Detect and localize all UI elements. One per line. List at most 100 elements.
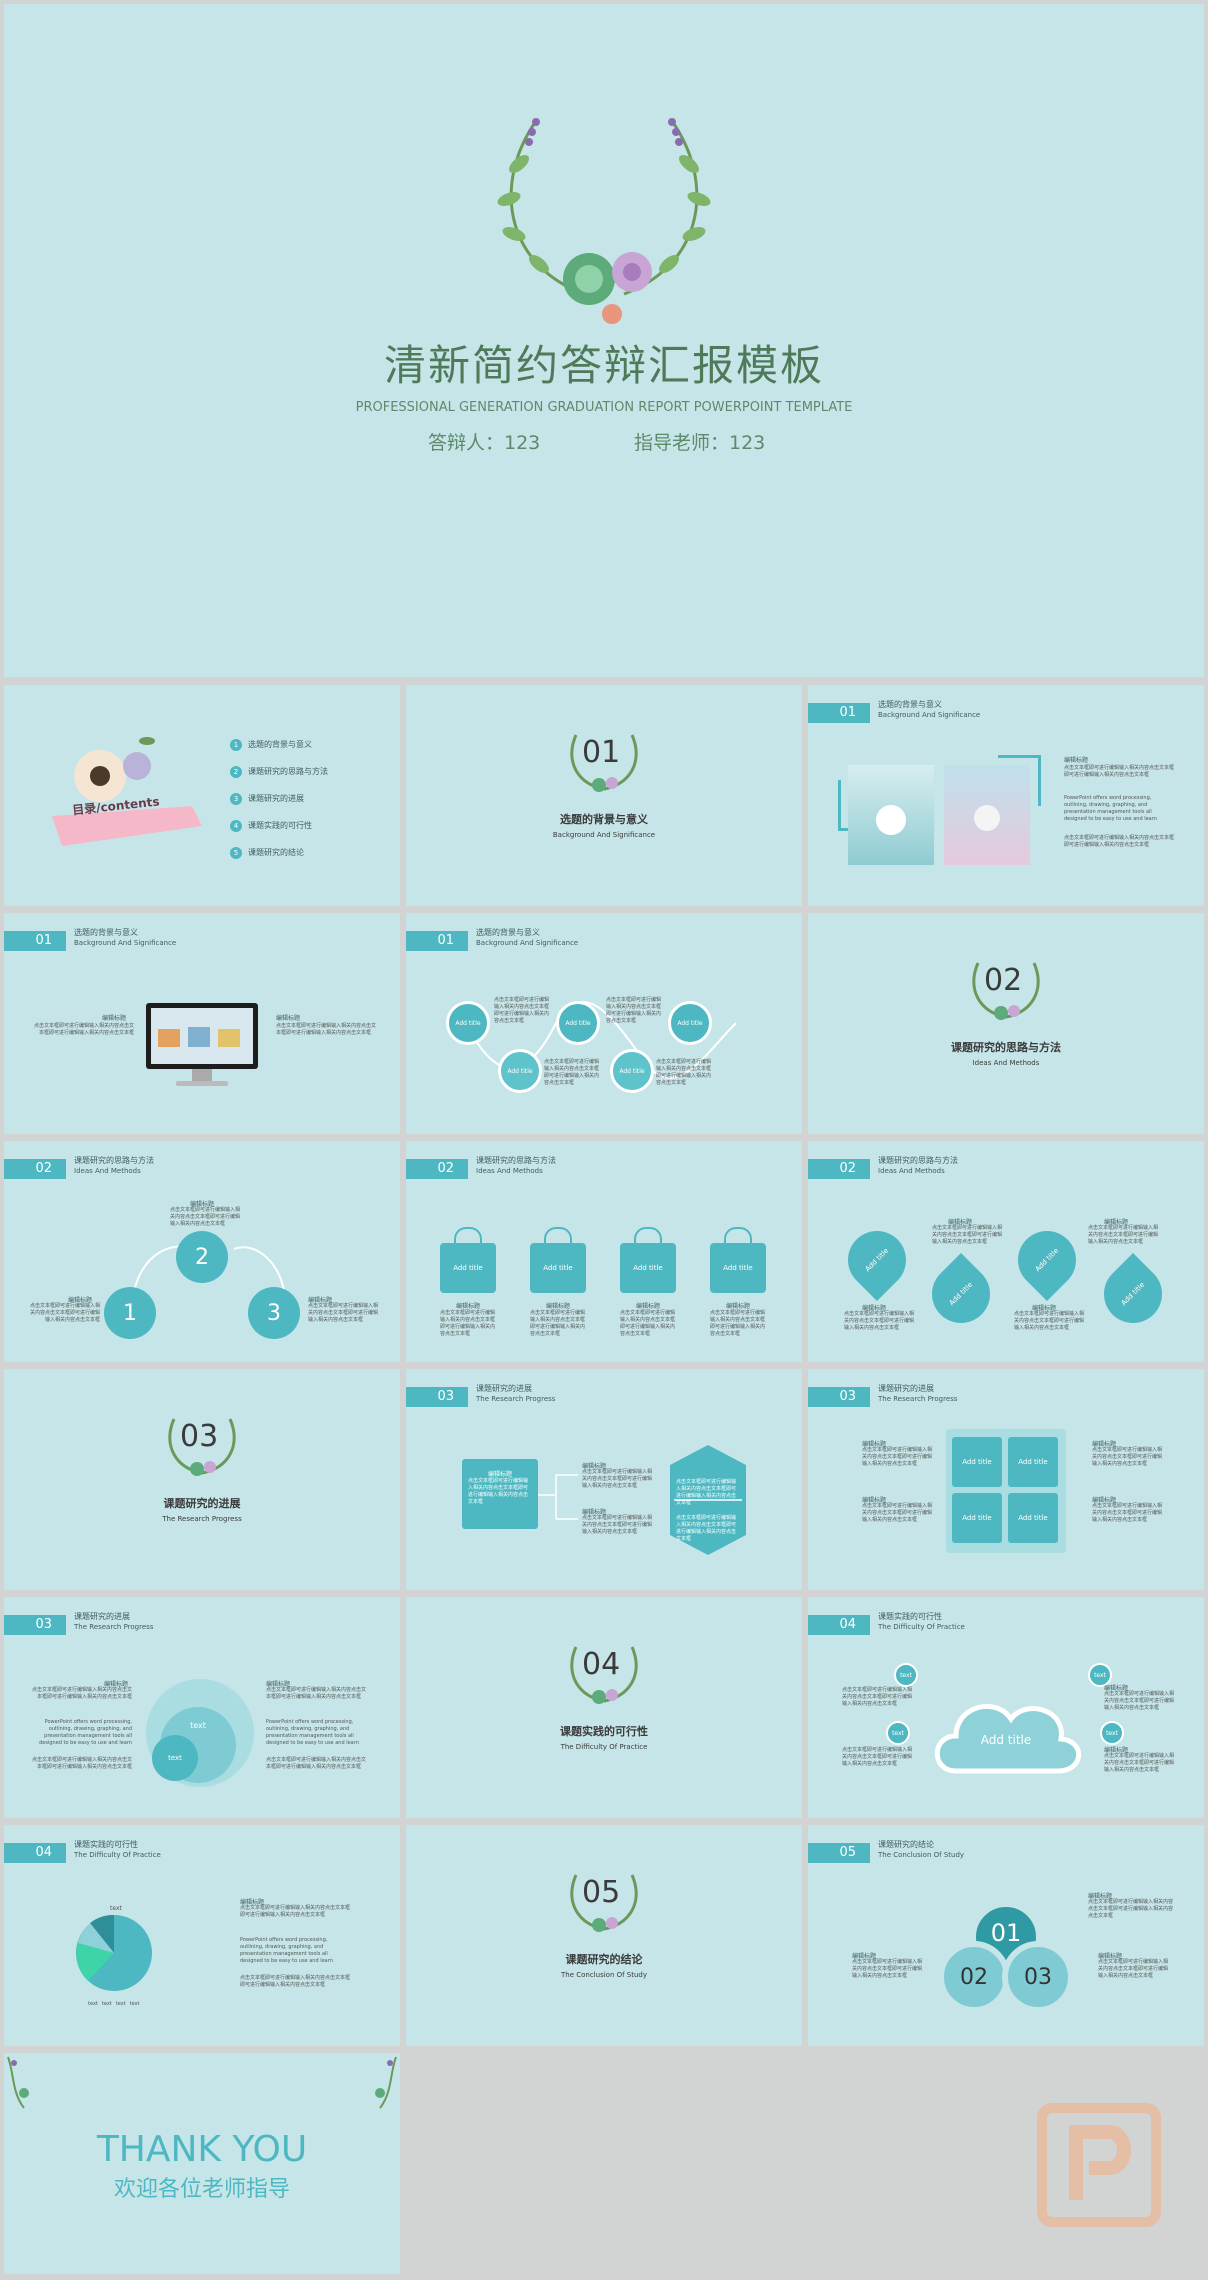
toc-item[interactable]: 3 课题研究的进展 — [230, 785, 328, 812]
body-text: 点击文本框即可进行编辑输入相关内容点击文本框即可进行编辑输入相关内容点击文本框 — [582, 1515, 653, 1535]
add-title-circle[interactable]: Add title — [556, 1001, 600, 1045]
english-text: PowerPoint offers word processing, outli… — [39, 1719, 132, 1746]
shopping-bags-slide[interactable]: 02 课题研究的思路与方法 Ideas And Methods Add titl… — [406, 1141, 802, 1362]
floral-wreath-icon — [497, 118, 711, 324]
edit-title: 编辑标题 — [1092, 1497, 1117, 1504]
toc-item[interactable]: 2 课题研究的思路与方法 — [230, 758, 328, 785]
nested-circles-slide[interactable]: 03 课题研究的进展 The Research Progress text te… — [4, 1597, 400, 1818]
add-title-circle[interactable]: Add title — [610, 1049, 654, 1093]
three-steps-slide[interactable]: 02 课题研究的思路与方法 Ideas And Methods 1 2 3 编辑… — [4, 1141, 400, 1362]
body-text: 点击文本框即可进行编辑输入相关内容点击文本框即可进行编辑输入相关内容点击文本框 — [494, 997, 550, 1024]
pie-slide[interactable]: 04 课题实践的可行性 The Difficulty Of Practice t… — [4, 1825, 400, 2046]
toc-label: 课题研究的进展 — [248, 794, 304, 803]
bag-item[interactable]: Add title 编辑标题 点击文本框即可进行编辑输入相关内容点击文本框即可进… — [440, 1227, 496, 1338]
venn-circle-03[interactable]: 03 — [1002, 1941, 1074, 2013]
section-subtitle: Background And Significance — [552, 831, 656, 839]
puzzle-piece[interactable]: Add title — [952, 1437, 1002, 1487]
edit-title: 编辑标题 — [1064, 757, 1089, 764]
text-dot[interactable]: text — [894, 1663, 918, 1687]
monitor-slide[interactable]: 01 选题的背景与意义 Background And Significance … — [4, 913, 400, 1134]
puzzle-piece[interactable]: Add title — [952, 1493, 1002, 1543]
bag-item[interactable]: Add title 编辑标题 点击文本框即可进行编辑输入相关内容点击文本框即可进… — [530, 1227, 586, 1338]
edit-title: 编辑标题 — [1104, 1747, 1129, 1754]
bag-item[interactable]: Add title 编辑标题 点击文本框即可进行编辑输入相关内容点击文本框即可进… — [620, 1227, 676, 1338]
step-circle[interactable]: 1 — [104, 1287, 156, 1339]
bag-body: Add title — [440, 1243, 496, 1293]
slide-title: 课题研究的进展 — [476, 1384, 532, 1393]
section-05-slide[interactable]: 05 课题研究的结论 The Conclusion Of Study — [406, 1825, 802, 2046]
add-title-circle[interactable]: Add title — [668, 1001, 712, 1045]
body-text: 点击文本框即可进行编辑输入相关内容点击文本框即可进行编辑输入相关内容点击文本框 — [842, 1747, 913, 1767]
wave-circles-slide[interactable]: 01 选题的背景与意义 Background And Significance … — [406, 913, 802, 1134]
section-04-slide[interactable]: 04 课题实践的可行性 The Difficulty Of Practice — [406, 1597, 802, 1818]
text-dot[interactable]: text — [886, 1721, 910, 1745]
add-title-circle[interactable]: Add title — [498, 1049, 542, 1093]
cloud-slide[interactable]: 04 课题实践的可行性 The Difficulty Of Practice A… — [808, 1597, 1204, 1818]
step-circle[interactable]: 2 — [176, 1231, 228, 1283]
section-subtitle: Ideas And Methods — [972, 1059, 1040, 1067]
text-dot[interactable]: text — [1088, 1663, 1112, 1687]
section-number: 03 — [180, 1419, 219, 1454]
add-title-circle[interactable]: Add title — [446, 1001, 490, 1045]
toc-item[interactable]: 5 课题研究的结论 — [230, 839, 328, 866]
venn-slide[interactable]: 05 课题研究的结论 The Conclusion Of Study 01 02… — [808, 1825, 1204, 2046]
puzzle-piece[interactable]: Add title — [1008, 1437, 1058, 1487]
toc-label: 课题研究的思路与方法 — [248, 767, 328, 776]
thank-you-slide[interactable]: THANK YOU 欢迎各位老师指导 — [4, 2053, 400, 2274]
puzzle-piece[interactable]: Add title — [1008, 1493, 1058, 1543]
pie-legend: text text text text — [88, 2001, 140, 2008]
edit-title: 编辑标题 — [948, 1219, 973, 1226]
toc-number: 5 — [230, 846, 242, 859]
section-number: 02 — [984, 963, 1023, 998]
section-01-slide[interactable]: 01 选题的背景与意义 Background And Significance — [406, 685, 802, 906]
body-text: 点击文本框即可进行编辑输入相关内容点击文本框即可进行编辑输入相关内容点击文本框 — [266, 1687, 367, 1700]
slide-title: 选题的背景与意义 — [878, 700, 942, 709]
body-text: 点击文本框即可进行编辑输入相关内容点击文本框即可进行编辑输入相关内容点击文本框 — [862, 1447, 933, 1467]
step-circle[interactable]: 3 — [248, 1287, 300, 1339]
drop-down-shape[interactable]: Add title — [1005, 1218, 1089, 1302]
section-02-slide[interactable]: 02 课题研究的思路与方法 Ideas And Methods — [808, 913, 1204, 1134]
bag-body: Add title — [620, 1243, 676, 1293]
section-title: 课题实践的可行性 — [560, 1725, 648, 1738]
toc-item[interactable]: 1 选题的背景与意义 — [230, 731, 328, 758]
drop-up-shape[interactable]: Add title — [1091, 1252, 1175, 1336]
text-dot[interactable]: text — [1100, 1721, 1124, 1745]
body-text: 点击文本框即可进行编辑输入相关内容点击文本框即可进行编辑输入相关内容点击文本框 — [710, 1310, 766, 1337]
section-tab: 04 — [4, 1843, 66, 1863]
main-box[interactable]: 编辑标题 点击文本框即可进行编辑输入相关内容点击文本框即可进行编辑输入相关内容点… — [462, 1459, 538, 1529]
body-text: 点击文本框即可进行编辑输入相关内容点击文本框即可进行编辑输入相关内容点击文本框 — [440, 1310, 496, 1337]
section-tab: 04 — [808, 1615, 870, 1635]
contents-slide[interactable]: 目录/contents 1 选题的背景与意义 2 课题研究的思路与方法 3 课题… — [4, 685, 400, 906]
edit-title: 编辑标题 — [1032, 1305, 1057, 1312]
body-text: 点击文本框即可进行编辑输入相关内容点击文本框即可进行编辑输入相关内容点击文本框 — [606, 997, 662, 1024]
inner-circle[interactable]: text — [152, 1735, 198, 1781]
tree-diagram-slide[interactable]: 03 课题研究的进展 The Research Progress 编辑标题 点击… — [406, 1369, 802, 1590]
cloud-title[interactable]: Add title — [980, 1733, 1032, 1747]
small-wreath-icon — [570, 1874, 638, 1932]
venn-circle-02[interactable]: 02 — [938, 1941, 1010, 2013]
body-text: 点击文本框即可进行编辑输入相关内容点击文本框即可进行编辑输入相关内容点击文本框 — [620, 1310, 676, 1337]
toc-label: 课题实践的可行性 — [248, 821, 312, 830]
legend-item: text — [115, 2001, 126, 2007]
section-title: 课题研究的结论 — [565, 1953, 643, 1966]
hexagon-shape — [670, 1445, 746, 1555]
bag-item[interactable]: Add title 编辑标题 点击文本框即可进行编辑输入相关内容点击文本框即可进… — [710, 1227, 766, 1338]
bag-handle — [634, 1227, 662, 1243]
advisor-label: 指导老师：123 — [634, 432, 766, 454]
body-text: 点击文本框即可进行编辑输入相关内容点击文本框即可进行编辑输入相关内容点击文本框 — [844, 1311, 915, 1331]
body-text: 点击文本框即可进行编辑输入相关内容点击文本框即可进行编辑输入相关内容点击文本框 — [240, 1975, 351, 1988]
english-text: PowerPoint offers word processing, outli… — [1064, 795, 1157, 822]
drop-up-shape[interactable]: Add title — [919, 1252, 1003, 1336]
toc-item[interactable]: 4 课题实践的可行性 — [230, 812, 328, 839]
title-slide[interactable]: 清新简约答辩汇报模板 PROFESSIONAL GENERATION GRADU… — [4, 4, 1204, 677]
drop-down-shape[interactable]: Add title — [835, 1218, 919, 1302]
puzzle-slide[interactable]: 03 课题研究的进展 The Research Progress Add tit… — [808, 1369, 1204, 1590]
drops-slide[interactable]: 02 课题研究的思路与方法 Ideas And Methods Add titl… — [808, 1141, 1204, 1362]
toc-number: 3 — [230, 792, 242, 805]
body-text: 点击文本框即可进行编辑输入相关内容点击文本框即可进行编辑输入相关内容点击文本框 — [1104, 1691, 1175, 1711]
section-title: 课题研究的进展 — [163, 1497, 241, 1510]
english-text: PowerPoint offers word processing, outli… — [240, 1937, 333, 1964]
section-03-slide[interactable]: 03 课题研究的进展 The Research Progress — [4, 1369, 400, 1590]
background-photos-slide[interactable]: 01 选题的背景与意义 Background And Significance … — [808, 685, 1204, 906]
body-text: 点击文本框即可进行编辑输入相关内容点击文本框即可进行编辑输入相关内容点击文本框 — [468, 1478, 529, 1505]
